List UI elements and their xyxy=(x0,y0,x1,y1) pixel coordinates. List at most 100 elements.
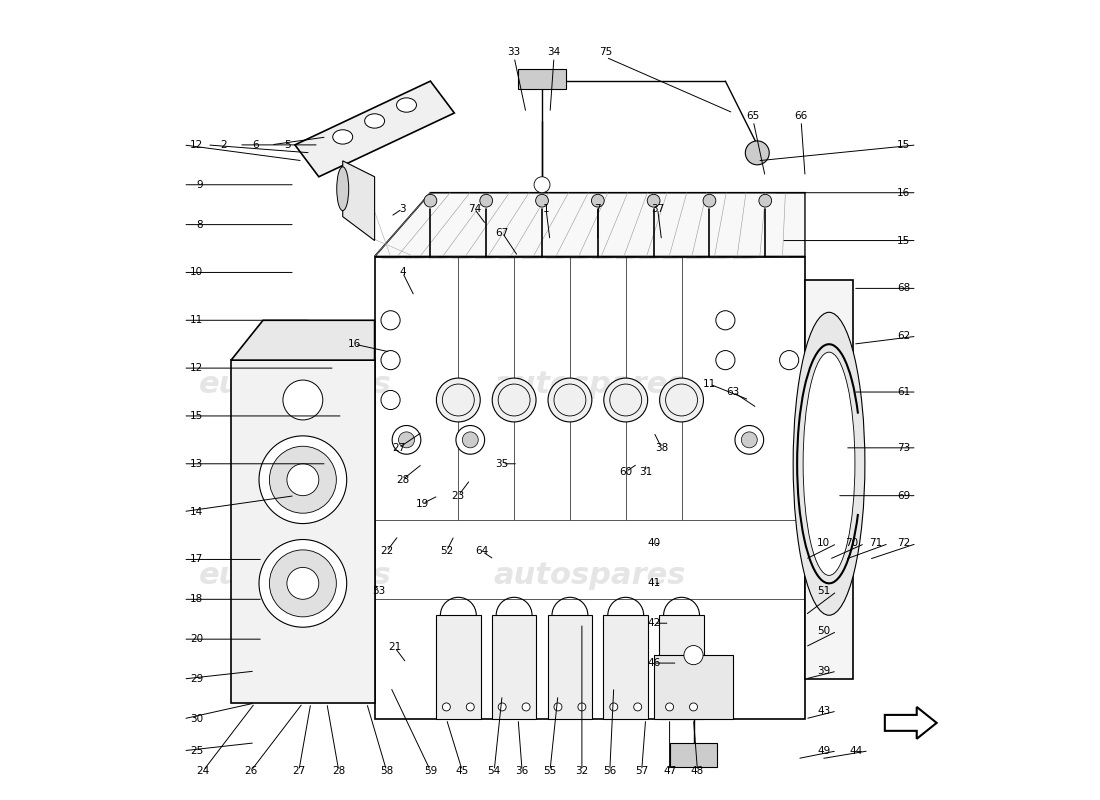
Circle shape xyxy=(535,177,550,193)
Text: 24: 24 xyxy=(197,766,210,776)
Text: 39: 39 xyxy=(817,666,830,676)
Text: 14: 14 xyxy=(190,506,204,517)
Ellipse shape xyxy=(333,130,353,144)
Text: 21: 21 xyxy=(388,642,401,652)
Text: 32: 32 xyxy=(575,766,589,776)
Text: 37: 37 xyxy=(651,204,664,214)
Circle shape xyxy=(780,350,799,370)
Ellipse shape xyxy=(604,378,648,422)
Text: 8: 8 xyxy=(197,220,204,230)
Polygon shape xyxy=(884,707,937,739)
Text: eurospares: eurospares xyxy=(198,370,392,398)
Text: 51: 51 xyxy=(817,586,830,596)
Circle shape xyxy=(735,426,763,454)
Text: 65: 65 xyxy=(747,111,760,121)
Text: 20: 20 xyxy=(190,634,204,644)
Circle shape xyxy=(554,703,562,711)
Text: 34: 34 xyxy=(548,47,561,57)
Circle shape xyxy=(258,436,346,523)
Text: 15: 15 xyxy=(190,411,204,421)
Circle shape xyxy=(398,432,415,448)
Text: 23: 23 xyxy=(452,490,465,501)
Text: 54: 54 xyxy=(487,766,500,776)
Text: 38: 38 xyxy=(654,443,668,453)
Circle shape xyxy=(684,646,703,665)
Text: 15: 15 xyxy=(896,235,910,246)
Text: 42: 42 xyxy=(647,618,660,628)
Circle shape xyxy=(666,703,673,711)
Ellipse shape xyxy=(437,378,481,422)
Text: 68: 68 xyxy=(896,283,910,294)
Text: 62: 62 xyxy=(896,331,910,342)
Text: 59: 59 xyxy=(424,766,437,776)
Circle shape xyxy=(381,310,400,330)
Ellipse shape xyxy=(337,167,349,210)
Circle shape xyxy=(381,350,400,370)
Circle shape xyxy=(716,350,735,370)
Text: 10: 10 xyxy=(817,538,830,549)
Text: 27: 27 xyxy=(293,766,306,776)
Circle shape xyxy=(741,432,757,448)
Text: 40: 40 xyxy=(647,538,660,549)
Text: 50: 50 xyxy=(817,626,830,636)
Text: 3: 3 xyxy=(399,204,406,214)
Text: 48: 48 xyxy=(691,766,704,776)
Text: 58: 58 xyxy=(379,766,393,776)
Text: 11: 11 xyxy=(703,379,716,389)
Text: 15: 15 xyxy=(896,140,910,150)
Circle shape xyxy=(270,446,337,514)
Text: 27: 27 xyxy=(392,443,405,453)
Text: 12: 12 xyxy=(190,140,204,150)
Text: 2: 2 xyxy=(220,140,227,150)
Polygon shape xyxy=(231,320,375,360)
Text: 41: 41 xyxy=(647,578,660,588)
Circle shape xyxy=(609,703,618,711)
Circle shape xyxy=(462,432,478,448)
Text: 19: 19 xyxy=(416,498,429,509)
Circle shape xyxy=(287,464,319,496)
Circle shape xyxy=(442,703,450,711)
Polygon shape xyxy=(295,81,454,177)
Text: 53: 53 xyxy=(372,586,385,596)
Text: 70: 70 xyxy=(845,538,858,549)
Ellipse shape xyxy=(793,312,865,615)
Text: 66: 66 xyxy=(794,111,807,121)
Circle shape xyxy=(759,194,771,207)
Text: 35: 35 xyxy=(495,458,509,469)
Text: 17: 17 xyxy=(190,554,204,565)
Bar xyxy=(670,743,717,766)
Text: 18: 18 xyxy=(190,594,204,604)
Polygon shape xyxy=(604,615,648,719)
Circle shape xyxy=(634,703,641,711)
Text: 74: 74 xyxy=(468,204,481,214)
Polygon shape xyxy=(343,161,375,241)
Text: 4: 4 xyxy=(399,267,406,278)
Text: 13: 13 xyxy=(190,458,204,469)
Text: 26: 26 xyxy=(244,766,257,776)
Text: 5: 5 xyxy=(284,140,290,150)
Circle shape xyxy=(690,703,697,711)
Text: 49: 49 xyxy=(817,746,830,756)
Circle shape xyxy=(746,141,769,165)
Text: 25: 25 xyxy=(190,746,204,756)
Text: 47: 47 xyxy=(663,766,676,776)
Text: 43: 43 xyxy=(817,706,830,716)
Text: 1: 1 xyxy=(542,204,549,214)
Circle shape xyxy=(592,194,604,207)
Ellipse shape xyxy=(548,378,592,422)
Text: 36: 36 xyxy=(516,766,529,776)
Polygon shape xyxy=(548,615,592,719)
Text: 10: 10 xyxy=(190,267,204,278)
Ellipse shape xyxy=(396,98,417,112)
Text: 57: 57 xyxy=(635,766,648,776)
Circle shape xyxy=(703,194,716,207)
Text: 12: 12 xyxy=(190,363,204,373)
Text: 33: 33 xyxy=(507,47,520,57)
Text: 60: 60 xyxy=(619,466,632,477)
Text: 71: 71 xyxy=(869,538,882,549)
Text: 72: 72 xyxy=(896,538,910,549)
Text: 29: 29 xyxy=(190,674,204,684)
Text: 6: 6 xyxy=(252,140,258,150)
Circle shape xyxy=(283,380,322,420)
Text: 16: 16 xyxy=(348,339,361,349)
